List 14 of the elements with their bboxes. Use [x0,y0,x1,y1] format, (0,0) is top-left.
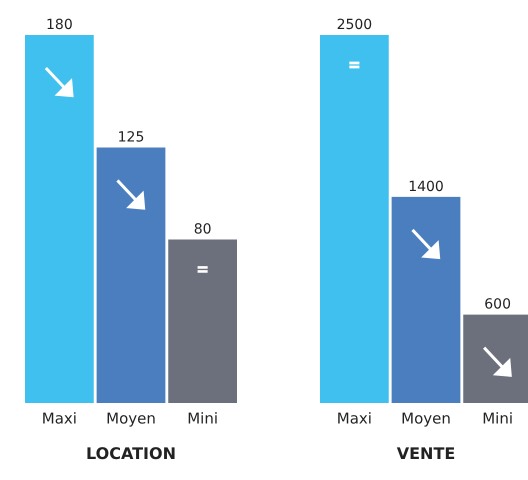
data-label: 1400 [408,178,444,195]
data-label: 2500 [336,17,372,33]
data-label: 180 [46,17,73,33]
data-label: 125 [118,129,144,146]
data-label: 80 [194,221,212,238]
text: LOCATION [86,444,176,463]
x-tick-label: Moyen [106,410,156,428]
x-tick-label: Mini [187,410,218,428]
x-tick-label: Maxi [336,410,372,428]
data-label: 600 [484,296,511,313]
x-tick-label: Mini [482,410,514,428]
text: VENTE [396,444,456,463]
x-tick-label: Maxi [42,410,77,428]
x-tick-label: Moyen [401,410,451,428]
